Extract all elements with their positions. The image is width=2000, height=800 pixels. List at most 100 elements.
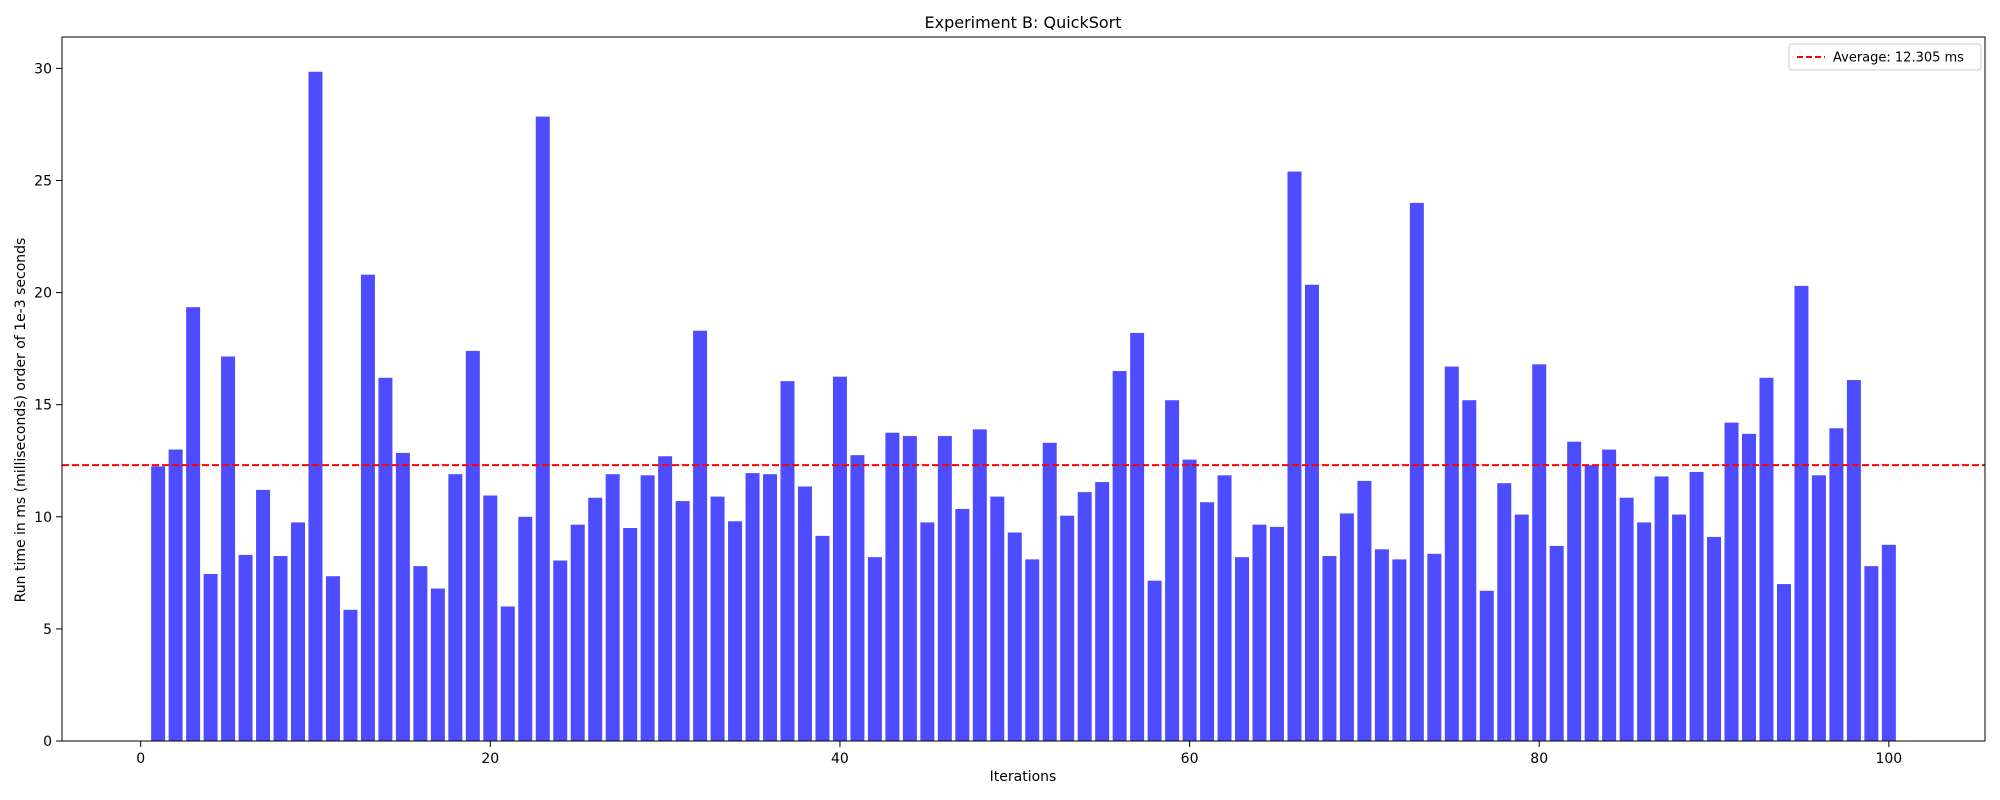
bar-iteration-83	[1584, 465, 1599, 741]
bar-iteration-82	[1567, 441, 1582, 741]
bar-iteration-65	[1269, 526, 1284, 741]
bar-iteration-74	[1427, 553, 1442, 741]
bar-iteration-64	[1252, 524, 1267, 741]
bar-iteration-53	[1060, 515, 1075, 741]
bar-iteration-77	[1479, 590, 1494, 741]
bar-iteration-36	[763, 474, 778, 741]
bar-iteration-88	[1672, 514, 1687, 741]
bar-iteration-69	[1339, 513, 1354, 741]
bar-iteration-76	[1462, 400, 1477, 741]
x-tick-label: 100	[1875, 751, 1902, 767]
y-tick-label: 30	[34, 61, 52, 77]
bar-iteration-75	[1444, 366, 1459, 741]
bar-iteration-57	[1130, 332, 1145, 741]
y-axis-ticks: 0 5 10 15 20 25 30	[34, 61, 62, 750]
bar-iteration-28	[623, 528, 638, 741]
bar-iteration-19	[465, 350, 480, 741]
bar-iteration-71	[1374, 549, 1389, 741]
bar-iteration-22	[518, 516, 533, 741]
bar-iteration-10	[308, 71, 323, 741]
bar-iteration-9	[291, 522, 305, 741]
bar-iteration-43	[885, 432, 900, 741]
bar-iteration-70	[1357, 480, 1372, 741]
legend-box	[1788, 43, 1982, 71]
x-tick-label: 40	[831, 751, 849, 767]
x-tick-label: 80	[1530, 751, 1548, 767]
bar-iteration-29	[640, 475, 655, 741]
bar-iteration-95	[1794, 285, 1809, 741]
bar-iteration-30	[658, 456, 673, 741]
bar-iteration-7	[256, 489, 271, 741]
bar-iteration-100	[1881, 544, 1896, 741]
bar-iteration-59	[1165, 400, 1180, 741]
bar-iteration-5	[221, 356, 236, 741]
bar-iteration-46	[937, 436, 952, 741]
bar-iteration-86	[1637, 522, 1652, 741]
bar-iteration-73	[1409, 202, 1424, 741]
bar-iteration-54	[1077, 492, 1092, 741]
bar-iteration-32	[693, 330, 708, 741]
bar-iteration-66	[1287, 171, 1302, 741]
bar-iteration-94	[1776, 584, 1791, 741]
bar-iteration-18	[448, 474, 463, 741]
bar-iteration-58	[1147, 580, 1162, 741]
bar-iteration-49	[990, 496, 1005, 741]
x-tick-label: 0	[136, 751, 145, 767]
bar-iteration-8	[273, 556, 288, 741]
bar-iteration-50	[1007, 532, 1022, 741]
bar-iteration-79	[1514, 514, 1529, 741]
y-axis-label: Run time in ms (milliseconds) order of 1…	[13, 238, 29, 603]
bar-iteration-92	[1742, 433, 1756, 741]
x-axis-label: Iterations	[990, 769, 1057, 785]
bars-group	[151, 71, 1896, 742]
bar-iteration-38	[797, 486, 812, 741]
bar-iteration-61	[1200, 502, 1215, 741]
bar-iteration-90	[1707, 536, 1722, 741]
bar-iteration-21	[500, 606, 515, 741]
chart-title: Experiment B: QuickSort	[924, 13, 1121, 32]
bar-iteration-55	[1095, 482, 1110, 741]
bar-iteration-31	[675, 501, 690, 741]
bar-iteration-98	[1846, 380, 1861, 741]
bar-iteration-39	[815, 535, 830, 741]
legend: Average: 12.305 ms	[1788, 43, 1982, 71]
bar-iteration-1	[151, 466, 166, 741]
bar-iteration-14	[378, 377, 393, 741]
bar-iteration-67	[1304, 284, 1319, 741]
bar-iteration-89	[1689, 471, 1704, 741]
bar-iteration-68	[1322, 556, 1337, 741]
bar-iteration-56	[1112, 371, 1127, 741]
bar-iteration-40	[832, 376, 847, 741]
bar-iteration-87	[1654, 476, 1669, 741]
bar-iteration-20	[483, 495, 498, 741]
bar-iteration-78	[1497, 483, 1512, 741]
bar-iteration-44	[902, 436, 917, 741]
bar-iteration-99	[1864, 566, 1879, 741]
bar-iteration-45	[920, 522, 935, 741]
x-axis-ticks: 0 20 40 60 80 100	[136, 741, 1902, 767]
y-tick-label: 25	[34, 173, 52, 189]
bar-iteration-17	[430, 588, 445, 741]
bar-iteration-15	[395, 452, 410, 741]
bar-iteration-96	[1811, 475, 1826, 741]
legend-average-label: Average: 12.305 ms	[1833, 51, 1964, 66]
bar-iteration-35	[745, 473, 760, 741]
bar-iteration-23	[535, 116, 550, 742]
bar-iteration-41	[850, 455, 865, 741]
x-tick-label: 60	[1181, 751, 1199, 767]
bar-iteration-37	[780, 381, 795, 741]
bar-iteration-51	[1025, 559, 1040, 741]
bar-iteration-11	[325, 576, 340, 741]
bar-iteration-47	[955, 508, 970, 741]
bar-iteration-12	[343, 609, 358, 741]
bar-iteration-60	[1182, 459, 1197, 741]
bar-iteration-13	[360, 274, 375, 741]
bar-iteration-34	[728, 521, 743, 741]
bar-iteration-6	[238, 554, 253, 741]
bar-iteration-85	[1619, 497, 1634, 741]
bar-iteration-81	[1549, 545, 1564, 741]
y-tick-label: 5	[43, 622, 52, 638]
bar-iteration-63	[1235, 557, 1250, 741]
bar-iteration-4	[203, 573, 218, 741]
bar-iteration-26	[588, 497, 603, 741]
